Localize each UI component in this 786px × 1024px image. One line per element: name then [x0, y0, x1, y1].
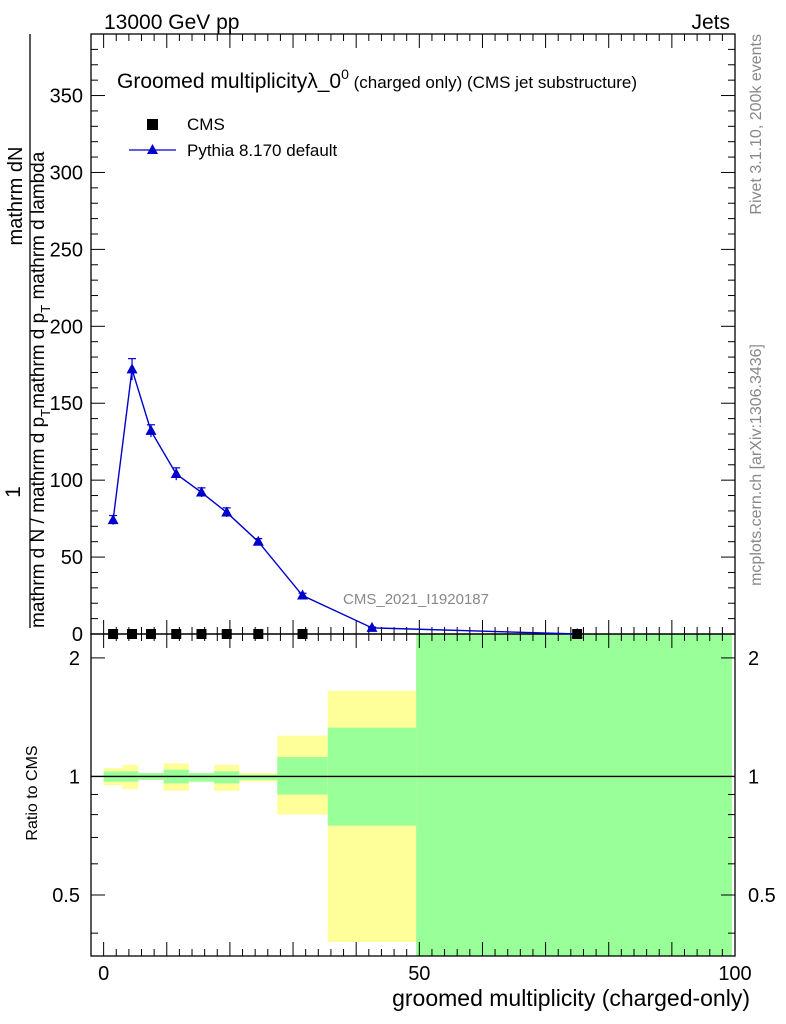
- legend-marker-cms: [147, 119, 158, 130]
- main-ytick-label: 150: [50, 393, 83, 415]
- ratio-band-inner-7: [277, 757, 328, 795]
- side-text-rivet: Rivet 3.1.10, 200k events: [748, 34, 765, 215]
- cms-point: [108, 629, 119, 639]
- cms-point: [572, 629, 583, 639]
- ratio-band-inner-9: [416, 634, 732, 956]
- ratio-ytick-label-right: 1: [748, 766, 759, 788]
- legend-marker-pythia: [147, 144, 158, 154]
- cms-point: [253, 629, 264, 639]
- analysis-watermark: CMS_2021_I1920187: [343, 591, 489, 608]
- x-tick-label: 100: [718, 963, 751, 985]
- ratio-axes: 0 50 100 0.5 0.5 1 1 2 2: [52, 633, 776, 985]
- ratio-ytick-label-left: 0.5: [52, 885, 80, 907]
- pythia-point: [221, 506, 233, 517]
- cms-point: [297, 629, 308, 639]
- pythia-point: [297, 589, 309, 600]
- ratio-ytick-label-left: 2: [69, 648, 80, 670]
- cms-point: [171, 629, 182, 639]
- pythia-point: [366, 621, 378, 632]
- main-axes: 0 50 100 150 200 250 300 350: [50, 33, 736, 646]
- main-ytick-label: 50: [61, 547, 83, 569]
- main-ytick-label: 0: [72, 624, 83, 646]
- main-ytick-label: 300: [50, 162, 83, 184]
- ylabel-prefix: 1: [2, 486, 25, 498]
- ratio-band-inner-6: [239, 774, 278, 780]
- ylabel-numerator: mathrm dN: [5, 147, 27, 246]
- pythia-line: [112, 369, 578, 635]
- ylabel-denominator: mathrm d N / mathrm d pTmathrm d pT math…: [28, 151, 53, 628]
- ratio-band-inner-4: [188, 773, 215, 782]
- main-ylabel: 1 mathrm dN mathrm d N / mathrm d pTmath…: [2, 34, 53, 628]
- x-tick-label: 50: [408, 963, 430, 985]
- pythia-point: [107, 514, 119, 525]
- cms-point: [145, 629, 156, 639]
- main-ytick-label: 100: [50, 470, 83, 492]
- pythia-point: [126, 363, 138, 374]
- ratio-band-inner-5: [214, 771, 240, 784]
- pythia-point: [195, 486, 207, 497]
- chart-title: Groomed multiplicityλ_00 (charged only) …: [117, 66, 637, 93]
- x-tick-label: 0: [98, 963, 109, 985]
- main-frame: [90, 33, 736, 635]
- x-axis-label: groomed multiplicity (charged-only): [392, 985, 750, 1011]
- header-right: Jets: [691, 11, 730, 34]
- pythia-point: [252, 535, 264, 546]
- side-text-mcplots: mcplots.cern.ch [arXiv:1306.3436]: [748, 344, 765, 586]
- cms-point: [127, 629, 138, 639]
- ratio-ytick-label-right: 0.5: [748, 885, 776, 907]
- pythia-point: [170, 468, 182, 478]
- ratio-ylabel: Ratio to CMS: [24, 745, 41, 840]
- ratio-bands: [103, 634, 732, 956]
- legend: CMS Pythia 8.170 default: [129, 115, 338, 160]
- main-ytick-label: 200: [50, 316, 83, 338]
- ratio-ytick-label-left: 1: [69, 766, 80, 788]
- main-ytick-label: 250: [50, 239, 83, 261]
- ratio-ytick-label-right: 2: [748, 648, 759, 670]
- legend-label-pythia: Pythia 8.170 default: [187, 141, 338, 160]
- legend-label-cms: CMS: [187, 115, 225, 134]
- header-left: 13000 GeV pp: [104, 11, 239, 34]
- cms-point: [221, 629, 232, 639]
- pythia-point: [145, 424, 157, 435]
- main-ytick-label: 350: [50, 86, 83, 108]
- main-series: [107, 358, 583, 639]
- cms-point: [196, 629, 207, 639]
